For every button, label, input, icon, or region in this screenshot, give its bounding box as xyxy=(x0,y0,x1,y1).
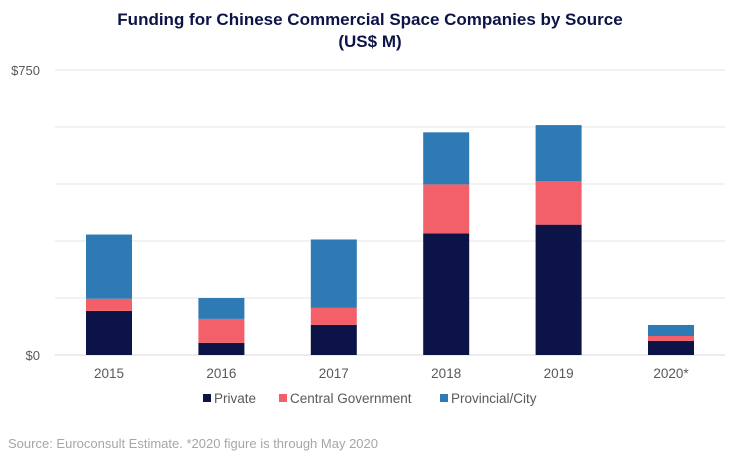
chart-title: Funding for Chinese Commercial Space Com… xyxy=(117,10,622,29)
bar-provincial-city-2017 xyxy=(310,239,357,308)
legend-swatch xyxy=(279,394,287,402)
legend-swatch xyxy=(203,394,211,402)
legend-label: Central Government xyxy=(290,391,412,406)
y-tick-label: $0 xyxy=(26,348,40,363)
legend-item: Central Government xyxy=(279,391,412,406)
chart-subtitle: (US$ M) xyxy=(338,32,401,51)
legend-label: Provincial/City xyxy=(451,391,537,406)
legend-label: Private xyxy=(214,391,256,406)
x-tick-label: 2020* xyxy=(653,366,689,381)
bar-private-2019 xyxy=(535,224,582,355)
bar-private-2015 xyxy=(86,310,132,355)
bar-central-government-2019 xyxy=(535,181,582,225)
bar-provincial-city-2019 xyxy=(535,125,582,182)
bar-private-2017 xyxy=(310,324,357,355)
bar-private-2016 xyxy=(198,342,245,355)
bar-central-government-2017 xyxy=(310,307,357,325)
x-tick-label: 2019 xyxy=(544,366,574,381)
y-tick-label: $750 xyxy=(11,63,40,78)
source-note: Source: Euroconsult Estimate. *2020 figu… xyxy=(8,436,378,451)
x-tick-label: 2016 xyxy=(206,366,236,381)
bar-provincial-city-2020 xyxy=(648,324,694,336)
bar-provincial-city-2018 xyxy=(423,132,470,185)
x-tick-label: 2015 xyxy=(94,366,124,381)
bar-private-2020 xyxy=(648,340,694,355)
bar-central-government-2015 xyxy=(86,298,132,311)
bar-central-government-2020 xyxy=(648,336,694,341)
legend-item: Provincial/City xyxy=(440,391,537,406)
x-tick-label: 2018 xyxy=(431,366,461,381)
bar-provincial-city-2015 xyxy=(86,234,132,299)
bar-central-government-2016 xyxy=(198,318,245,343)
legend-swatch xyxy=(440,394,448,402)
bar-private-2018 xyxy=(423,233,470,355)
bar-central-government-2018 xyxy=(423,184,470,234)
bar-provincial-city-2016 xyxy=(198,298,245,319)
legend-item: Private xyxy=(203,391,256,406)
x-tick-label: 2017 xyxy=(319,366,349,381)
